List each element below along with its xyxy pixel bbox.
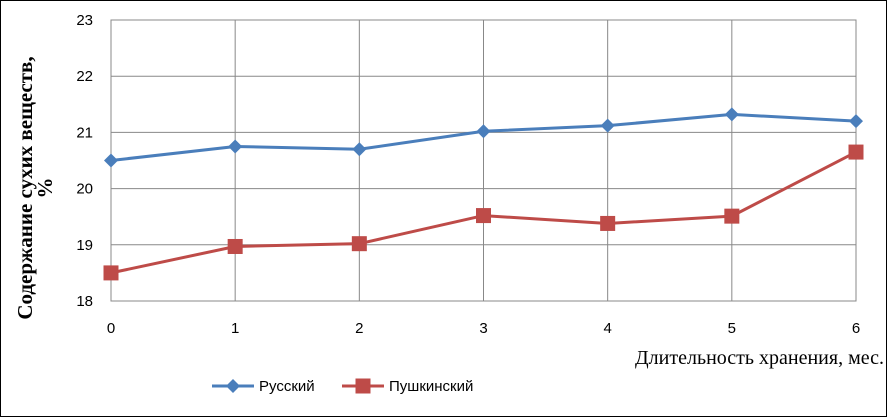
data-point [227,238,243,254]
x-tick-label: 2 [355,320,363,337]
y-tick-label: 23 [76,12,93,29]
y-tick-label: 18 [76,293,93,310]
y-tick-label: 19 [76,237,93,254]
series-layer [103,107,864,281]
x-axis-label: Длительность хранения, мес. [635,347,884,369]
grid [110,19,857,302]
y-tick-label: 20 [76,181,93,198]
data-point [724,107,739,122]
y-axis-label-line1: Содержание сухих веществ, [13,56,37,319]
data-point [104,153,118,168]
y-tick-label: 22 [76,68,93,85]
data-point [351,236,367,252]
legend-label: Пушкинский [389,378,473,395]
x-tick-label: 4 [603,320,611,337]
legend-marker [226,379,240,393]
x-tick-label: 1 [231,320,239,337]
data-point [849,114,863,129]
data-point [103,265,119,281]
x-tick-label: 5 [728,320,736,337]
data-point [228,139,243,154]
legend-marker [355,378,371,394]
data-point [476,124,491,139]
x-tick-label: 3 [479,320,487,337]
data-point [352,142,367,157]
data-point [848,144,864,160]
legend: Русский Пушкинский [212,378,473,395]
series-1 [104,107,863,168]
y-tick-label: 21 [76,124,93,141]
data-point [724,208,740,224]
x-tick-label: 0 [107,320,115,337]
data-point [476,208,491,224]
data-point [600,215,616,231]
x-tick-label: 6 [852,320,860,337]
legend-entry: Пушкинский [342,378,473,395]
series-2 [103,144,864,281]
y-axis-label-line2: % [33,178,57,199]
legend-entry: Русский [212,378,315,395]
legend-label: Русский [259,378,315,395]
data-point [600,118,615,133]
